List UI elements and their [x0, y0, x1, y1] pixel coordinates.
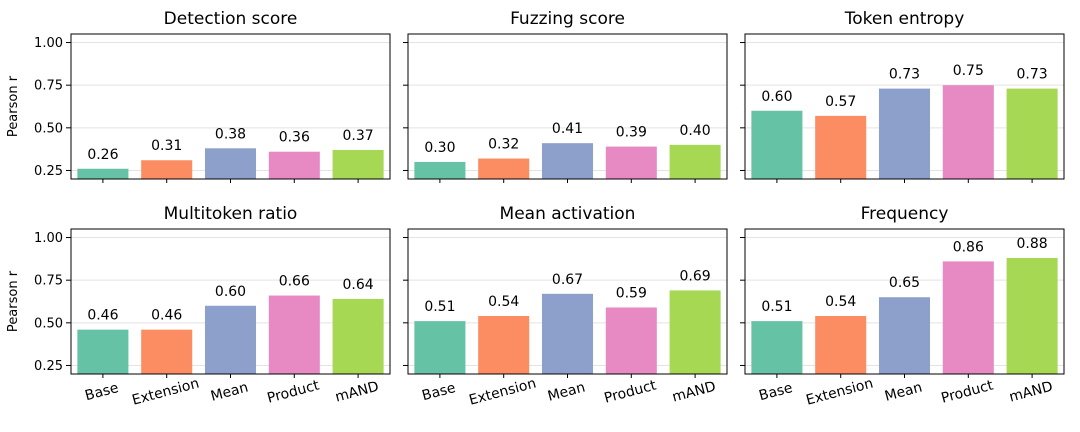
value-label-base: 0.30	[424, 140, 455, 156]
y-axis-label: Pearson r	[6, 75, 21, 137]
panel-token-entropy: 0.60 0.57 0.73 0.75 0.73 Token entropy	[740, 9, 1065, 183]
value-label-base: 0.51	[761, 299, 792, 315]
bar-base	[414, 321, 466, 374]
x-tick-label-base: Base	[83, 380, 120, 404]
bar-product	[268, 151, 320, 179]
y-tick-label: 1.00	[34, 36, 63, 51]
value-label-product: 0.86	[953, 239, 984, 255]
bar-product	[942, 261, 994, 374]
value-label-extension: 0.54	[825, 294, 856, 310]
value-label-extension: 0.57	[825, 94, 856, 110]
x-tick-label-mand: mAND	[1008, 379, 1055, 406]
bar-product	[268, 295, 320, 374]
value-label-mand: 0.73	[1017, 67, 1048, 83]
bar-mand	[332, 150, 384, 179]
bar-extension	[478, 316, 530, 374]
value-label-mean: 0.73	[889, 67, 920, 83]
value-label-mean: 0.65	[889, 275, 920, 291]
panel-frequency: 0.51 0.54 0.65 0.86 0.88 Base Extension Mean Pro…	[740, 204, 1065, 409]
bar-extension	[815, 115, 867, 179]
value-label-product: 0.39	[616, 125, 647, 141]
panel-title: Token entropy	[844, 9, 965, 29]
bar-extension	[478, 158, 530, 179]
x-tick-label-base: Base	[420, 380, 457, 404]
x-tick-label-extension: Extension	[804, 376, 875, 409]
value-label-mand: 0.40	[680, 123, 711, 139]
x-tick-label-base: Base	[757, 380, 794, 404]
bar-mean	[204, 305, 257, 374]
bar-mean	[204, 148, 257, 179]
value-label-mand: 0.37	[343, 128, 374, 144]
y-tick-label: 0.75	[34, 274, 63, 289]
value-label-base: 0.46	[87, 308, 118, 324]
value-label-mand: 0.69	[680, 268, 711, 284]
bar-base	[77, 168, 129, 179]
value-label-extension: 0.54	[488, 294, 519, 310]
bar-product	[605, 307, 657, 374]
panel-title: Detection score	[164, 9, 298, 29]
bar-extension	[141, 160, 193, 179]
bar-mand	[332, 298, 384, 374]
x-tick-label-mean: Mean	[209, 379, 250, 404]
bar-product	[605, 146, 657, 179]
panel-mean-activation: 0.51 0.54 0.67 0.59 0.69 Base Extension Mean Pro…	[403, 204, 728, 409]
value-label-extension: 0.46	[151, 308, 182, 324]
value-label-base: 0.26	[87, 147, 118, 163]
panel-title: Multitoken ratio	[164, 204, 298, 224]
panel-title: Fuzzing score	[510, 9, 625, 29]
y-tick-label: 1.00	[34, 231, 63, 246]
value-label-mand: 0.64	[343, 277, 374, 293]
value-label-mean: 0.67	[552, 272, 583, 288]
value-label-mean: 0.41	[552, 121, 583, 137]
bar-product	[942, 85, 994, 179]
x-tick-label-mean: Mean	[546, 379, 587, 404]
panel-fuzzing-score: 0.30 0.32 0.41 0.39 0.40 Fuzzing score	[403, 9, 728, 183]
y-tick-label: 0.25	[34, 359, 63, 374]
value-label-mean: 0.60	[215, 284, 246, 300]
bar-mand	[1006, 258, 1058, 374]
panel-title: Mean activation	[500, 204, 636, 224]
bar-mean	[878, 88, 931, 179]
y-tick-label: 0.50	[34, 316, 63, 331]
y-tick-label: 0.75	[34, 79, 63, 94]
x-tick-label-product: Product	[940, 377, 996, 406]
bar-base	[77, 329, 129, 374]
value-label-extension: 0.32	[488, 137, 519, 153]
y-tick-label: 0.50	[34, 121, 63, 136]
bar-mean	[541, 293, 594, 374]
bar-base	[751, 110, 803, 179]
panel-title: Frequency	[861, 204, 949, 224]
y-axis-label: Pearson r	[6, 270, 21, 332]
value-label-product: 0.59	[616, 285, 647, 301]
bar-mand	[1006, 88, 1058, 179]
value-label-mean: 0.38	[215, 126, 246, 142]
x-tick-label-mand: mAND	[334, 379, 381, 406]
bar-extension	[815, 316, 867, 374]
bar-mean	[541, 143, 594, 179]
x-tick-label-extension: Extension	[467, 376, 538, 409]
bar-base	[414, 161, 466, 179]
x-tick-label-product: Product	[603, 377, 659, 406]
y-tick-label: 0.25	[34, 164, 63, 179]
value-label-base: 0.60	[761, 89, 792, 105]
x-tick-label-product: Product	[266, 377, 322, 406]
value-label-base: 0.51	[424, 299, 455, 315]
x-tick-label-extension: Extension	[130, 376, 201, 409]
x-tick-label-mean: Mean	[883, 379, 924, 404]
bar-mand	[669, 144, 721, 179]
bar-mean	[878, 297, 931, 374]
value-label-product: 0.66	[279, 274, 310, 290]
bar-base	[751, 321, 803, 374]
value-label-extension: 0.31	[151, 138, 182, 154]
panel-detection-score: 0.26 0.31 0.38 0.36 0.37 0.25 0.50 0.75 1.00 Dete…	[6, 9, 391, 183]
value-label-product: 0.75	[953, 63, 984, 79]
value-label-product: 0.36	[279, 130, 310, 146]
bar-extension	[141, 329, 193, 374]
value-label-mand: 0.88	[1017, 236, 1048, 252]
panel-multitoken-ratio: 0.46 0.46 0.60 0.66 0.64 0.25 0.50 0.75 1.00 Base…	[6, 204, 391, 409]
bar-mand	[669, 290, 721, 374]
x-tick-label-mand: mAND	[671, 379, 718, 406]
